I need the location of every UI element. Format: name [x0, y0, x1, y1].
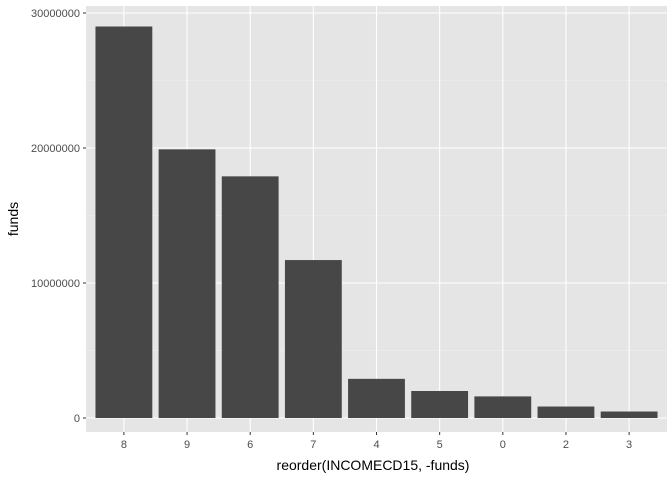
y-tick-label: 30000000 — [31, 8, 80, 20]
bar-2 — [537, 406, 595, 418]
bar-6 — [221, 176, 279, 418]
x-tick-label: 9 — [184, 439, 190, 451]
bar-0 — [474, 396, 532, 418]
x-tick-label: 6 — [247, 439, 253, 451]
x-tick-label: 0 — [500, 439, 506, 451]
x-tick-label: 4 — [373, 439, 379, 451]
y-axis-title: funds — [5, 202, 21, 236]
bar-7 — [284, 260, 342, 418]
x-axis-title: reorder(INCOMECD15, -funds) — [277, 457, 470, 473]
x-tick-label: 5 — [437, 439, 443, 451]
y-tick-label: 0 — [74, 413, 80, 425]
bar-4 — [348, 378, 405, 418]
x-tick-label: 8 — [121, 439, 127, 451]
y-axis-ticks: 0 10000000 20000000 30000000 — [31, 8, 86, 425]
bar-3 — [600, 411, 658, 418]
bar-9 — [158, 149, 216, 418]
x-tick-label: 7 — [310, 439, 316, 451]
x-tick-label: 3 — [626, 439, 632, 451]
bar-8 — [95, 26, 153, 418]
y-tick-label: 10000000 — [31, 278, 80, 290]
x-axis-ticks: 8 9 6 7 4 5 0 2 3 — [121, 432, 632, 451]
x-tick-label: 2 — [563, 439, 569, 451]
bar-5 — [411, 391, 469, 418]
y-tick-label: 20000000 — [31, 143, 80, 155]
bars — [95, 26, 658, 418]
